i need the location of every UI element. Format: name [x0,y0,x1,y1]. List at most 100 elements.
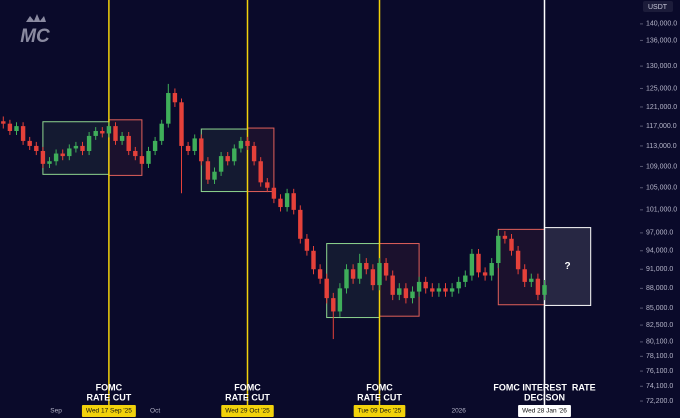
currency: USDT [648,4,668,11]
candle-body [133,150,138,157]
y-tick-label: 85,000.0 [646,305,673,312]
candle-body [350,269,356,279]
candle-body [476,253,481,273]
candle-body [80,145,85,151]
currency-box [643,1,673,12]
candle-body [410,291,415,299]
candle-body [40,150,46,164]
candle-body [436,288,442,292]
y-tick-label: 130,000.0 [646,63,677,70]
candle-body [212,171,217,180]
candle-body [192,138,197,151]
candle-body [443,288,448,292]
event-title: FOMC INTEREST RATE [493,382,595,392]
candle-body [271,187,277,199]
event-title: FOMC [96,382,123,392]
y-tick-label: 76,100.0 [646,368,673,375]
candle-body [60,153,65,157]
zone [379,243,420,317]
candle-body [185,145,191,151]
candle-body [159,123,164,141]
candle-body [106,126,112,134]
candle-body [397,288,402,295]
candle-body [509,238,514,251]
candle-body [258,161,263,183]
candle-body [7,123,13,132]
candle-body [535,278,541,295]
candle-body [172,93,178,103]
event-title: RATE CUT [86,392,131,402]
candle-body [403,288,409,299]
candle-body [311,250,316,270]
event-title: DECISON [524,392,565,402]
event-date-badge [518,405,571,417]
candle-body [225,156,230,162]
candle-body [20,126,26,141]
candle-body [337,288,343,312]
candle-body [304,238,310,251]
y-tick-label: 140,000.0 [646,21,677,28]
x-tick-label: Sep [50,408,62,415]
zone [200,128,249,193]
candle-body [364,263,369,270]
y-tick-label: 88,000.0 [646,285,673,292]
event-title: FOMC [234,382,261,392]
event-date: Wed 29 Oct '25 [225,408,270,415]
candle-body [265,182,270,188]
candle-body [47,161,52,164]
candle-body [496,235,501,264]
y-tick-label: 97,000.0 [646,230,673,237]
y-tick-label: 101,000.0 [646,207,677,214]
candle-body [291,193,296,210]
candle-body [73,145,79,149]
y-tick-label: 136,000.0 [646,37,677,44]
x-tick-label: Oct [150,408,160,415]
y-tick-label: 109,000.0 [646,163,677,170]
y-tick-label: 117,000.0 [646,123,677,130]
candle-body [522,269,527,282]
y-tick-label: 72,200.0 [646,398,673,405]
candle-body [423,281,428,289]
candle-body [93,131,98,136]
event-title: RATE CUT [357,392,402,402]
candle-body [278,198,283,208]
candle-body [1,121,6,124]
candle-body [86,135,92,151]
y-tick-label: 113,000.0 [646,143,677,150]
candle-body [238,140,244,149]
y-tick-label: 105,000.0 [646,185,677,192]
candle-body [529,278,534,282]
event-date-badge [353,405,406,417]
candle-body [67,148,72,157]
candle-body [34,145,39,151]
candle-body [515,250,521,270]
y-tick-label: 82,500.0 [646,322,673,329]
candle-body [298,209,303,239]
zone-label: ? [565,261,571,272]
y-tick-label: 125,000.0 [646,85,677,92]
candle-body [27,140,32,146]
candle-body [489,263,494,276]
y-tick-label: 74,100.0 [646,383,673,390]
candle-body [324,278,329,299]
candle-body [100,131,105,134]
candle-body [430,288,435,292]
x-tick-label: 2026 [451,408,466,415]
candle-body [331,298,336,312]
candle-body [166,93,171,124]
candle-body [205,161,211,180]
logo-crown [26,14,46,22]
candle-body [383,263,389,276]
candle-body [456,281,461,289]
candle-body [377,263,382,286]
candle-body [218,156,224,172]
event-date: Wed 17 Sep '25 [86,408,132,415]
y-tick-label: 80,100.0 [646,339,673,346]
candle-body [179,102,184,146]
y-tick-label: 94,000.0 [646,248,673,255]
candle-body [357,263,362,279]
candle-body [245,140,250,146]
candle-body [390,275,395,295]
